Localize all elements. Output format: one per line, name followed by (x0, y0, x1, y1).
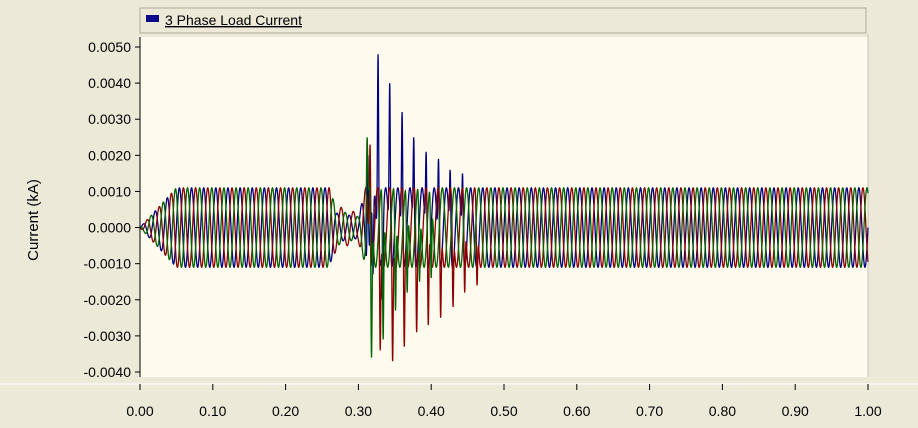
x-tick-label: 1.00 (854, 403, 881, 419)
y-axis-label: Current (kA) (25, 179, 42, 261)
y-tick-label: -0.0020 (84, 292, 132, 308)
x-tick-label: 0.10 (199, 403, 226, 419)
y-tick-label: 0.0030 (88, 111, 131, 127)
y-tick-label: -0.0040 (84, 364, 132, 380)
y-tick-label: -0.0010 (84, 256, 132, 272)
y-tick-label: -0.0030 (84, 328, 132, 344)
legend[interactable]: 3 Phase Load Current (140, 8, 866, 33)
x-tick-label: 0.20 (272, 403, 299, 419)
legend-series-label[interactable]: 3 Phase Load Current (165, 12, 302, 28)
y-tick-label: 0.0050 (88, 39, 131, 55)
plot-area (140, 37, 868, 377)
y-tick-label: 0.0000 (88, 220, 131, 236)
x-tick-label: 0.00 (126, 403, 153, 419)
x-tick-label: 0.50 (490, 403, 517, 419)
y-tick-label: 0.0020 (88, 147, 131, 163)
x-tick-label: 0.80 (709, 403, 736, 419)
x-tick-label: 0.40 (418, 403, 445, 419)
x-tick-label: 0.90 (782, 403, 809, 419)
x-tick-label: 0.30 (345, 403, 372, 419)
x-tick-label: 0.70 (636, 403, 663, 419)
y-tick-label: 0.0040 (88, 75, 131, 91)
x-tick-label: 0.60 (563, 403, 590, 419)
legend-series-swatch (146, 15, 159, 22)
y-tick-label: 0.0010 (88, 183, 131, 199)
